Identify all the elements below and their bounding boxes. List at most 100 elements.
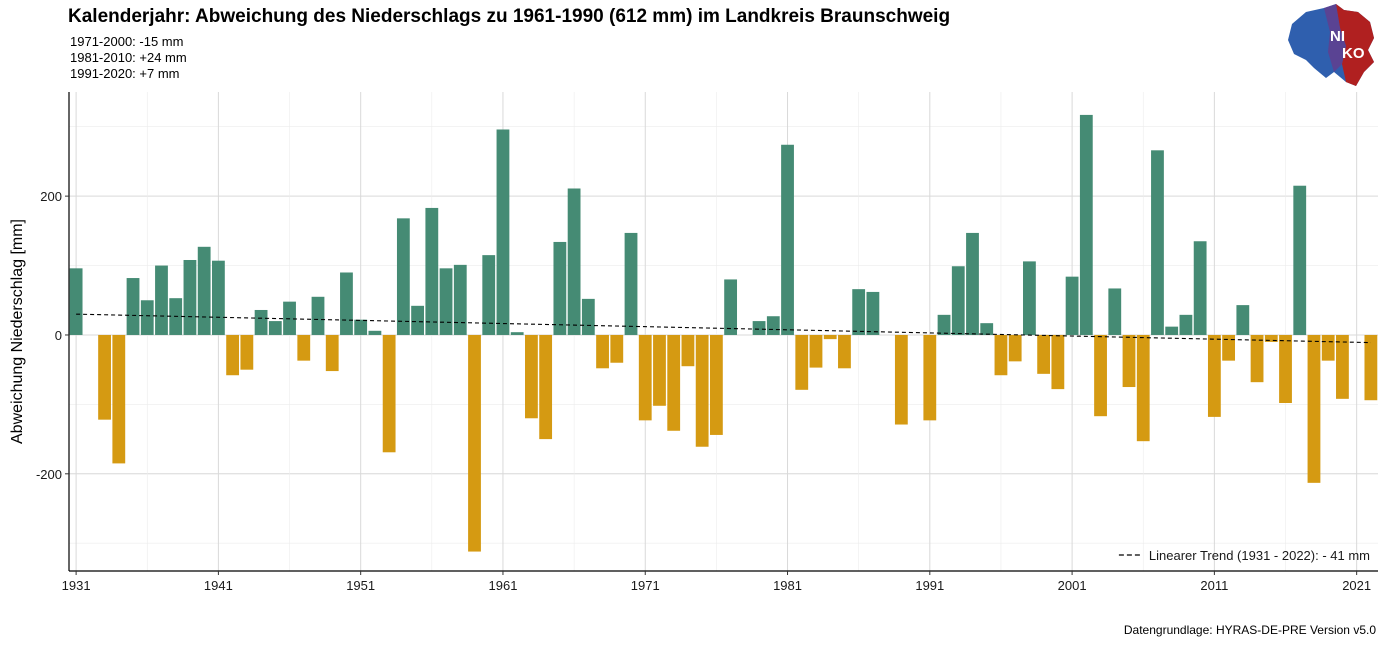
bar-1948 [311, 296, 325, 335]
bar-1969 [610, 334, 624, 363]
bar-1985 [838, 334, 851, 369]
bar-2018 [1307, 334, 1321, 483]
bar-1955 [411, 305, 424, 335]
bar-2019 [1321, 334, 1335, 361]
bar-1966 [567, 188, 581, 335]
bar-1947 [297, 334, 311, 361]
bar-2000 [1051, 334, 1065, 390]
x-tick-label: 1931 [62, 578, 91, 593]
bar-1986 [852, 289, 866, 335]
bar-1992 [937, 314, 951, 335]
bar-1976 [709, 334, 723, 435]
bar-1961 [496, 129, 510, 335]
bar-1954 [396, 218, 410, 335]
bar-1949 [325, 334, 339, 372]
bar-1945 [268, 321, 282, 335]
bar-2013 [1236, 305, 1250, 335]
bar-2009 [1179, 314, 1193, 335]
bar-1993 [951, 266, 965, 335]
bar-1958 [453, 264, 467, 335]
bar-2012 [1222, 334, 1236, 361]
bar-1999 [1037, 334, 1051, 374]
bar-1994 [966, 232, 979, 335]
bar-2011 [1207, 334, 1221, 417]
bar-2006 [1136, 334, 1150, 442]
bar-2022 [1364, 334, 1378, 401]
legend: Linearer Trend (1931 - 2022): - 41 mm [1118, 548, 1370, 563]
bar-1951 [354, 319, 368, 335]
bar-1967 [581, 298, 595, 335]
bar-1950 [340, 272, 353, 335]
bar-1982 [795, 334, 809, 390]
x-tick-label: 1971 [631, 578, 660, 593]
legend-label: Linearer Trend (1931 - 2022): - 41 mm [1149, 548, 1370, 563]
bar-1972 [653, 334, 666, 406]
x-tick-label: 2011 [1200, 578, 1228, 593]
bars [69, 114, 1378, 552]
bar-1953 [382, 334, 396, 453]
y-axis-label: Abweichung Niederschlag [mm] [9, 219, 26, 444]
bar-2010 [1193, 241, 1207, 335]
bar-1957 [439, 268, 453, 335]
niko-logo-icon: NI KO [1288, 4, 1374, 86]
bar-1987 [866, 291, 880, 335]
bar-1981 [781, 144, 794, 335]
bar-1944 [254, 309, 268, 335]
bar-2005 [1122, 334, 1136, 388]
bar-1937 [155, 265, 168, 335]
chart-title: Kalenderjahr: Abweichung des Niederschla… [68, 6, 951, 27]
y-tick-label: 200 [40, 189, 62, 204]
bar-1952 [368, 330, 382, 335]
bar-1933 [98, 334, 111, 420]
bar-1995 [980, 323, 994, 335]
bar-2008 [1165, 326, 1179, 335]
bar-1931 [69, 268, 83, 335]
bar-2002 [1079, 114, 1093, 335]
bar-1941 [211, 260, 225, 335]
axes: -200 0 200 1931 1941 1951 1961 1971 1981 1991 2001… [9, 92, 1378, 593]
subtitle-line-2: 1981-2010: +24 mm [70, 50, 187, 65]
bar-1939 [183, 259, 197, 335]
bar-1991 [923, 334, 937, 421]
logo-text-ni: NI [1330, 28, 1345, 45]
bar-1979 [752, 321, 766, 335]
bar-1936 [140, 300, 154, 335]
bar-1962 [510, 332, 524, 335]
x-tick-label: 1981 [773, 578, 802, 593]
subtitle-line-1: 1971-2000: -15 mm [70, 34, 184, 49]
x-tick-label: 1961 [489, 578, 518, 593]
bar-2017 [1293, 185, 1307, 335]
bar-2003 [1094, 334, 1107, 417]
bar-1934 [112, 334, 126, 464]
bar-1980 [766, 316, 780, 335]
bar-1974 [681, 334, 695, 367]
bar-1968 [596, 334, 609, 369]
bar-1996 [994, 334, 1008, 376]
bar-2004 [1108, 288, 1122, 335]
bar-1989 [894, 334, 908, 425]
bar-1959 [468, 334, 481, 552]
x-tick-label: 1941 [204, 578, 233, 593]
bar-1977 [724, 279, 738, 335]
y-tick-label: 0 [55, 328, 62, 343]
bar-1960 [482, 255, 496, 335]
x-tick-label: 2021 [1342, 578, 1371, 593]
trend-line-group [76, 313, 1371, 344]
bar-1935 [126, 278, 140, 335]
bar-2014 [1250, 334, 1264, 383]
bar-1942 [226, 334, 240, 376]
logo-text-ko: KO [1342, 45, 1365, 62]
bar-1973 [667, 334, 681, 431]
bar-1965 [553, 241, 567, 335]
bar-2007 [1151, 150, 1164, 335]
x-tick-label: 1991 [915, 578, 944, 593]
trend-line [76, 313, 1371, 344]
bar-2015 [1264, 334, 1278, 342]
bar-1970 [624, 232, 638, 335]
bar-1964 [539, 334, 553, 440]
bar-2001 [1065, 276, 1079, 335]
bar-1963 [525, 334, 538, 419]
bar-1943 [240, 334, 254, 370]
bar-1998 [1023, 261, 1036, 335]
